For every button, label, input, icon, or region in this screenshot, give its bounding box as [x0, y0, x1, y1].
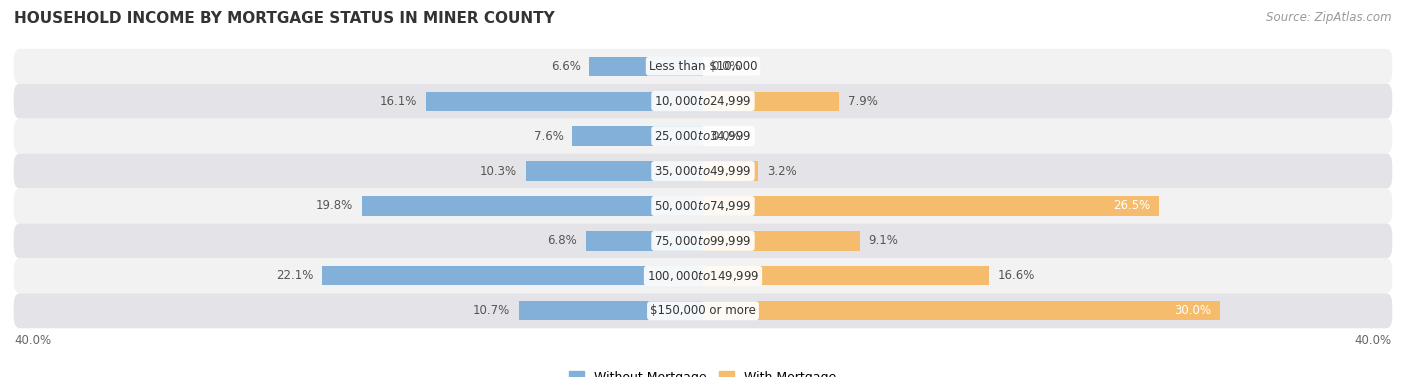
FancyBboxPatch shape [14, 49, 1392, 84]
Text: 0.0%: 0.0% [711, 130, 741, 143]
Text: 6.8%: 6.8% [547, 234, 578, 247]
Bar [589, 57, 703, 76]
Text: 10.3%: 10.3% [479, 164, 517, 178]
Text: $75,000 to $99,999: $75,000 to $99,999 [654, 234, 752, 248]
Text: 40.0%: 40.0% [1355, 334, 1392, 346]
Bar [361, 196, 703, 216]
Text: 6.6%: 6.6% [551, 60, 581, 73]
Text: $100,000 to $149,999: $100,000 to $149,999 [647, 269, 759, 283]
Bar [519, 301, 703, 320]
Text: 26.5%: 26.5% [1114, 199, 1152, 213]
Bar [586, 231, 703, 251]
Bar [426, 92, 703, 111]
Text: 0.0%: 0.0% [711, 60, 741, 73]
Text: Source: ZipAtlas.com: Source: ZipAtlas.com [1267, 11, 1392, 24]
Bar [703, 266, 988, 285]
Text: 7.9%: 7.9% [848, 95, 877, 108]
Text: 10.7%: 10.7% [472, 304, 510, 317]
Text: HOUSEHOLD INCOME BY MORTGAGE STATUS IN MINER COUNTY: HOUSEHOLD INCOME BY MORTGAGE STATUS IN M… [14, 11, 555, 26]
Bar [703, 196, 1160, 216]
Text: 40.0%: 40.0% [14, 334, 51, 346]
Text: 30.0%: 30.0% [1174, 304, 1211, 317]
FancyBboxPatch shape [14, 153, 1392, 188]
FancyBboxPatch shape [14, 119, 1392, 153]
Text: 16.6%: 16.6% [997, 269, 1035, 282]
FancyBboxPatch shape [14, 293, 1392, 328]
Bar [703, 161, 758, 181]
Text: 22.1%: 22.1% [277, 269, 314, 282]
Text: 3.2%: 3.2% [766, 164, 796, 178]
Text: 16.1%: 16.1% [380, 95, 418, 108]
Legend: Without Mortgage, With Mortgage: Without Mortgage, With Mortgage [564, 366, 842, 377]
FancyBboxPatch shape [14, 224, 1392, 258]
FancyBboxPatch shape [14, 188, 1392, 224]
Text: $35,000 to $49,999: $35,000 to $49,999 [654, 164, 752, 178]
Bar [703, 231, 859, 251]
FancyBboxPatch shape [14, 258, 1392, 293]
Text: 7.6%: 7.6% [534, 130, 564, 143]
Text: 9.1%: 9.1% [869, 234, 898, 247]
Text: Less than $10,000: Less than $10,000 [648, 60, 758, 73]
Bar [526, 161, 703, 181]
Bar [572, 126, 703, 146]
Text: $50,000 to $74,999: $50,000 to $74,999 [654, 199, 752, 213]
Text: $150,000 or more: $150,000 or more [650, 304, 756, 317]
Text: $25,000 to $34,999: $25,000 to $34,999 [654, 129, 752, 143]
Bar [322, 266, 703, 285]
Bar [703, 92, 839, 111]
Text: $10,000 to $24,999: $10,000 to $24,999 [654, 94, 752, 108]
Text: 19.8%: 19.8% [316, 199, 353, 213]
FancyBboxPatch shape [14, 84, 1392, 119]
Bar [703, 301, 1219, 320]
